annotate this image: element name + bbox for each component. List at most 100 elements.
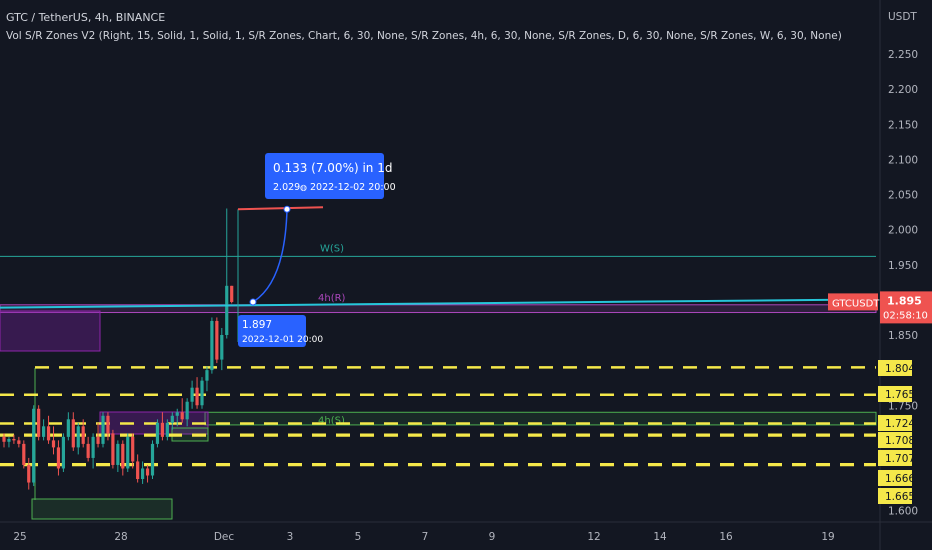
candle-body bbox=[126, 436, 130, 469]
sr-price-label: 1.765 bbox=[885, 389, 915, 401]
sr-price-tag bbox=[878, 450, 912, 466]
candle-body bbox=[145, 468, 150, 476]
candle-body bbox=[51, 440, 56, 448]
candle-body bbox=[131, 436, 135, 462]
candle-body bbox=[71, 419, 75, 448]
candle-body bbox=[81, 426, 85, 444]
candle-body bbox=[141, 468, 145, 480]
last-price-countdown: 02:58:10 bbox=[883, 310, 928, 321]
candle-body bbox=[150, 443, 155, 476]
x-tick-label: 16 bbox=[719, 531, 733, 543]
x-tick-label: 3 bbox=[287, 531, 294, 543]
x-tick-label: Dec bbox=[214, 531, 235, 543]
symbol-tag-label: GTCUSDT bbox=[832, 298, 880, 309]
sr-price-tag bbox=[878, 470, 912, 486]
candle-body bbox=[155, 422, 160, 444]
sr-price-tag bbox=[878, 432, 912, 448]
candle-body bbox=[46, 426, 51, 441]
candle-body bbox=[185, 401, 189, 420]
candle-body bbox=[56, 447, 61, 469]
zone-label: W(S) bbox=[320, 243, 344, 254]
candle-body bbox=[106, 415, 110, 434]
candle-body bbox=[12, 438, 16, 441]
candle-body bbox=[27, 464, 31, 483]
sr-price-tag bbox=[878, 415, 912, 431]
sr-price-label: 1.707 bbox=[885, 453, 915, 465]
candle-body bbox=[42, 426, 46, 437]
chart-title: GTC / TetherUS, 4h, BINANCE bbox=[6, 11, 166, 24]
candle-body bbox=[230, 285, 234, 302]
candle-body bbox=[160, 422, 164, 437]
candle-body bbox=[225, 285, 229, 335]
x-tick-label: 7 bbox=[422, 531, 429, 543]
measure-curve bbox=[252, 209, 288, 303]
clock-icon: ◍ bbox=[300, 183, 307, 192]
candle-body bbox=[220, 335, 224, 360]
measure-start-price: 1.897 bbox=[242, 319, 272, 331]
candle-body bbox=[180, 412, 184, 420]
candle-body bbox=[205, 370, 209, 381]
candle-body bbox=[22, 443, 26, 465]
candle-body bbox=[101, 415, 105, 444]
measure-end-point bbox=[283, 205, 291, 213]
zone-label: 4h(S) bbox=[318, 415, 345, 426]
sr-price-tag bbox=[878, 386, 912, 402]
candle-body bbox=[165, 422, 169, 437]
candle-body bbox=[121, 443, 125, 469]
candle-body bbox=[61, 436, 65, 469]
measure-tooltip bbox=[265, 153, 384, 199]
sr-price-label: 1.665 bbox=[885, 491, 915, 503]
last-price-value: 1.895 bbox=[887, 294, 922, 307]
y-tick-label: 1.950 bbox=[888, 260, 918, 272]
zone-4h-support bbox=[204, 411, 877, 426]
measure-start-point bbox=[249, 298, 257, 306]
indicator-legend[interactable]: Vol S/R Zones V2 (Right, 15, Solid, 1, S… bbox=[6, 30, 842, 42]
y-tick-label: 2.100 bbox=[888, 154, 918, 166]
candle-body bbox=[96, 436, 100, 444]
candle-body bbox=[116, 443, 120, 465]
candle-body bbox=[2, 436, 6, 442]
sr-price-tag bbox=[878, 488, 912, 504]
candle-body bbox=[76, 426, 80, 448]
sr-price-label: 1.724 bbox=[885, 418, 915, 430]
candle-body bbox=[175, 412, 179, 416]
candle-body bbox=[37, 408, 41, 437]
y-tick-label: 2.250 bbox=[888, 49, 918, 61]
x-tick-label: 14 bbox=[653, 531, 667, 543]
candle-body bbox=[136, 461, 140, 480]
y-tick-label: 1.600 bbox=[888, 506, 918, 518]
sr-price-label: 1.804 bbox=[885, 363, 915, 375]
candle-body bbox=[86, 443, 90, 458]
candle-body bbox=[7, 438, 11, 442]
candle-body bbox=[210, 320, 214, 371]
measure-sub-time: 2022-12-02 20:00 bbox=[310, 182, 396, 193]
x-tick-label: 19 bbox=[821, 531, 834, 543]
candle-body bbox=[66, 419, 70, 437]
measure-start-time: 2022-12-01 20:00 bbox=[242, 335, 323, 345]
measure-sub-price: 2.029 bbox=[273, 182, 300, 193]
zone-label: 4h(R) bbox=[318, 293, 346, 304]
x-tick-label: 25 bbox=[13, 531, 26, 543]
sr-price-tag bbox=[878, 360, 912, 376]
candle-body bbox=[195, 387, 199, 406]
y-tick-label: 1.850 bbox=[888, 330, 918, 342]
y-tick-label: 2.150 bbox=[888, 119, 918, 131]
y-tick-label: 2.050 bbox=[888, 190, 918, 202]
sr-price-label: 1.666 bbox=[885, 473, 915, 485]
candle-body bbox=[17, 440, 21, 444]
candle-body bbox=[200, 380, 204, 406]
x-tick-label: 9 bbox=[489, 531, 496, 543]
currency-label: USDT bbox=[888, 11, 917, 23]
y-tick-label: 2.200 bbox=[888, 84, 918, 96]
candle-body bbox=[170, 415, 174, 423]
last-price-tag bbox=[880, 291, 932, 324]
last-price-line bbox=[0, 298, 877, 309]
candle-body bbox=[190, 387, 194, 402]
x-tick-label: 28 bbox=[114, 531, 127, 543]
zone-box-left bbox=[0, 310, 101, 352]
candle-body bbox=[111, 433, 115, 465]
candle-body bbox=[32, 408, 36, 483]
y-tick-label: 2.000 bbox=[888, 225, 918, 237]
candle-body bbox=[215, 320, 219, 360]
